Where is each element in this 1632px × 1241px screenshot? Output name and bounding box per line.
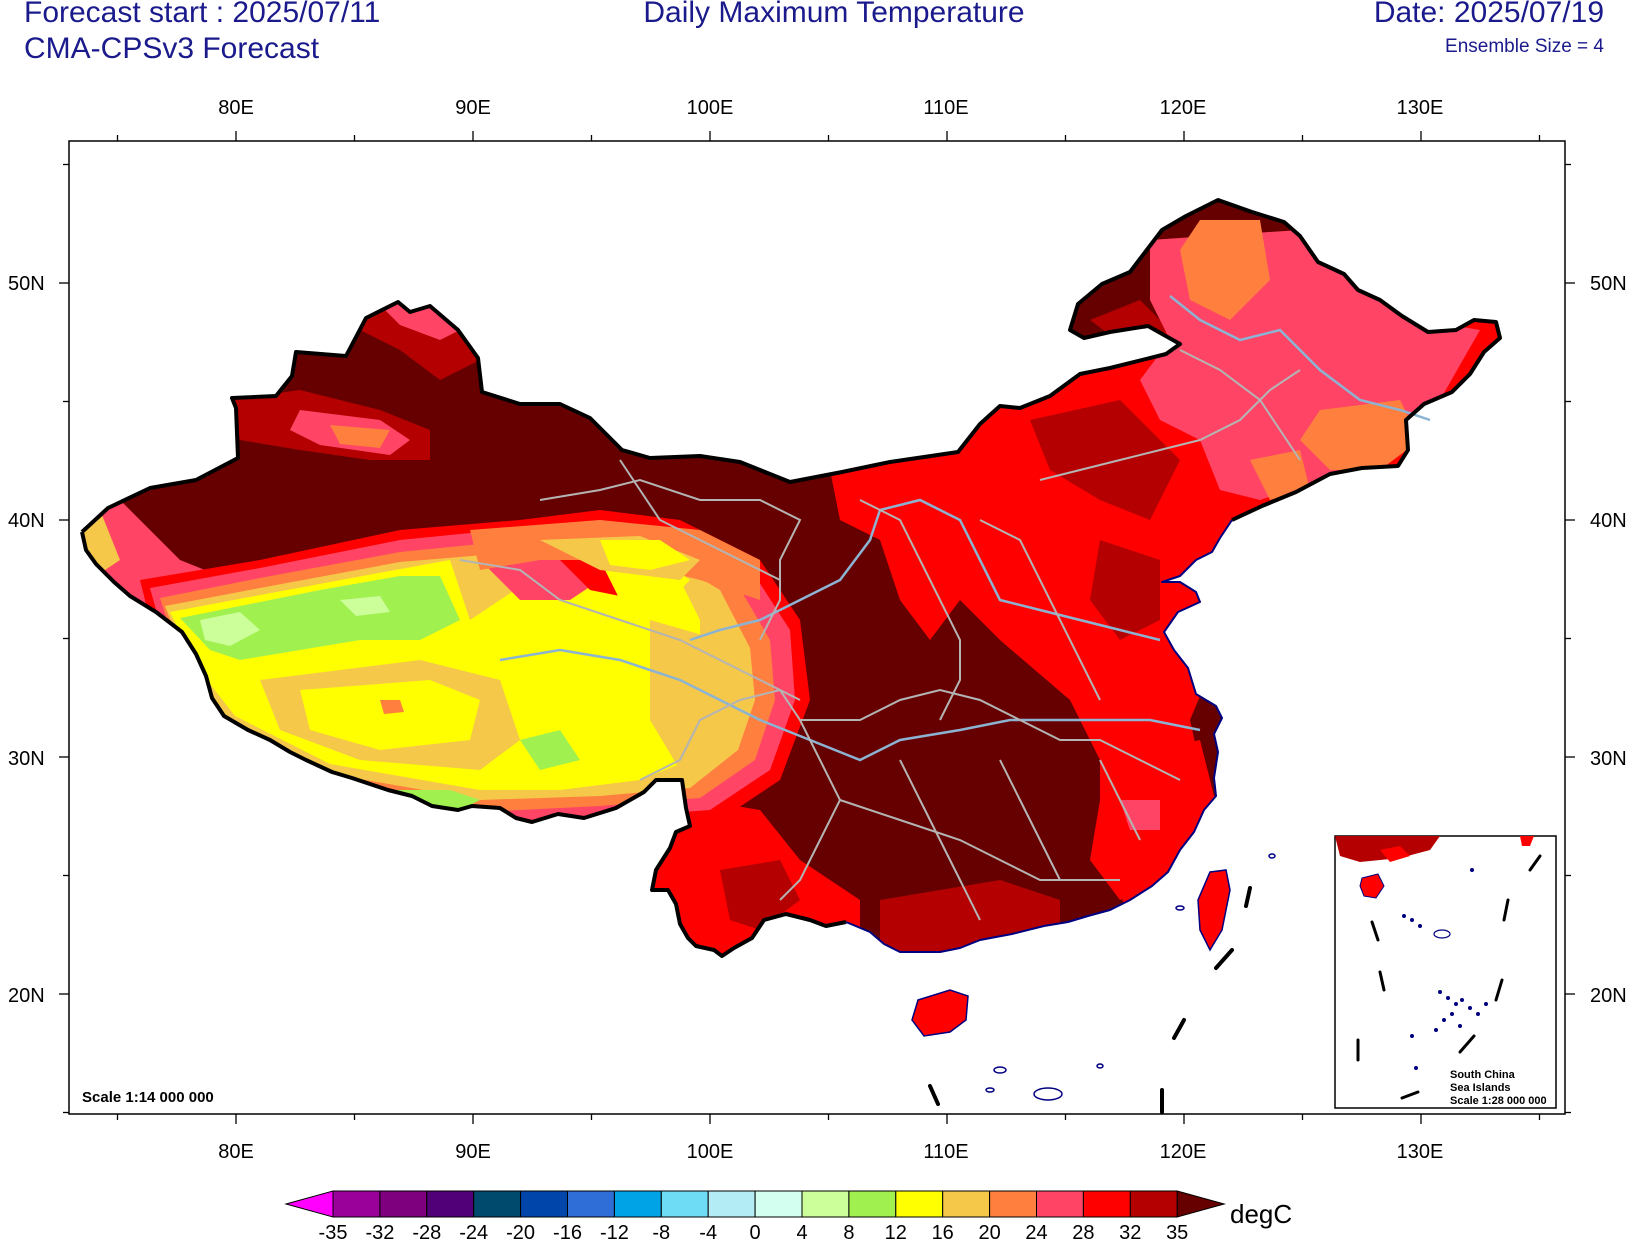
lon-label-top: 110E bbox=[923, 97, 968, 119]
national-border bbox=[80, 198, 1502, 534]
lon-label-top: 90E bbox=[455, 97, 491, 119]
lon-label-top: 120E bbox=[1160, 97, 1207, 119]
colorbar-level-label: -32 bbox=[365, 1222, 394, 1241]
colorbar-level-label: 0 bbox=[750, 1222, 761, 1241]
forecast-start-label: Forecast start : 2025/07/11 bbox=[24, 0, 381, 29]
colorbar-swatch bbox=[1082, 1190, 1131, 1218]
colorbar-level-label: -28 bbox=[412, 1222, 441, 1241]
colorbar-swatch bbox=[1176, 1190, 1227, 1218]
colorbar-swatch bbox=[567, 1190, 615, 1218]
lon-label-top: 100E bbox=[687, 97, 734, 119]
lat-label-right: 20N bbox=[1590, 985, 1627, 1007]
national-border-south bbox=[80, 531, 847, 958]
hainan-island bbox=[911, 989, 969, 1037]
colorbar-level-label: 4 bbox=[796, 1222, 807, 1241]
colorbar-swatch bbox=[520, 1190, 568, 1218]
lat-label-right: 50N bbox=[1590, 273, 1627, 295]
valid-date-label: Date: 2025/07/19 bbox=[1373, 0, 1604, 29]
lon-label-bottom: 90E bbox=[455, 1141, 491, 1163]
colorbar-swatch bbox=[473, 1190, 522, 1218]
colorbar-swatch bbox=[613, 1190, 662, 1218]
inset-label-line1: South China bbox=[1450, 1069, 1516, 1081]
inset-label-line2: Sea Islands bbox=[1450, 1082, 1511, 1094]
lat-label-right: 40N bbox=[1590, 510, 1627, 532]
colorbar-level-label: 24 bbox=[1025, 1222, 1047, 1241]
map-scale-label: Scale 1:14 000 000 bbox=[82, 1089, 214, 1106]
colorbar-swatch bbox=[379, 1190, 428, 1218]
map-axes: 80E 80E 90E 90E 100E 100E 110E 110E 120E 120E 130E… bbox=[8, 97, 1627, 1163]
colorbar-level-label: 16 bbox=[932, 1222, 954, 1241]
colorbar-unit-label: degC bbox=[1230, 1199, 1292, 1229]
lon-label-top: 130E bbox=[1397, 97, 1444, 119]
colorbar-level-label: -8 bbox=[652, 1222, 670, 1241]
lon-label-bottom: 120E bbox=[1160, 1141, 1207, 1163]
colorbar-level-label: 20 bbox=[978, 1222, 1000, 1241]
inset-map: South China Sea Islands Scale 1:28 000 0… bbox=[1334, 835, 1557, 1109]
lat-label-left: 30N bbox=[8, 748, 45, 770]
colorbar-level-label: 12 bbox=[885, 1222, 907, 1241]
colorbar-swatch bbox=[284, 1190, 334, 1218]
lon-label-bottom: 100E bbox=[687, 1141, 734, 1163]
colorbar-level-label: -4 bbox=[699, 1222, 717, 1241]
colorbar-swatch bbox=[1036, 1190, 1084, 1218]
colorbar-level-label: -16 bbox=[553, 1222, 582, 1241]
colorbar-swatch bbox=[848, 1190, 897, 1218]
lon-label-top: 80E bbox=[218, 97, 254, 119]
ensemble-size-label: Ensemble Size = 4 bbox=[1445, 36, 1604, 57]
colorbar-level-label: -12 bbox=[600, 1222, 629, 1241]
map-title: Daily Maximum Temperature bbox=[643, 0, 1025, 29]
colorbar-swatch bbox=[754, 1190, 803, 1218]
colorbar-swatch bbox=[660, 1190, 709, 1218]
model-name-label: CMA-CPSv3 Forecast bbox=[24, 32, 320, 65]
colorbar-level-label: 32 bbox=[1119, 1222, 1141, 1241]
taiwan-island bbox=[1197, 869, 1231, 952]
colorbar-swatch bbox=[707, 1190, 756, 1218]
coastline bbox=[845, 519, 1233, 953]
lon-label-bottom: 130E bbox=[1397, 1141, 1444, 1163]
province-borders bbox=[459, 349, 1301, 921]
inset-scale-label: Scale 1:28 000 000 bbox=[1450, 1095, 1547, 1107]
colorbar: -35 -32 -28 -24 -20 -16 -12 -8 -4 0 4 8 12 16 20 24 28 32… bbox=[284, 1190, 1227, 1241]
maritime-boundary-dashes bbox=[928, 886, 1252, 1114]
lat-label-left: 20N bbox=[8, 985, 45, 1007]
colorbar-level-label: -20 bbox=[506, 1222, 535, 1241]
colorbar-swatch bbox=[332, 1190, 381, 1218]
lon-label-bottom: 80E bbox=[218, 1141, 254, 1163]
colorbar-level-label: 28 bbox=[1072, 1222, 1094, 1241]
colorbar-swatch bbox=[989, 1190, 1037, 1218]
colorbar-level-label: 35 bbox=[1166, 1222, 1188, 1241]
colorbar-level-label: -24 bbox=[459, 1222, 488, 1241]
colorbar-swatch bbox=[426, 1190, 475, 1218]
colorbar-swatch bbox=[801, 1190, 850, 1218]
colorbar-swatch bbox=[895, 1190, 944, 1218]
lat-label-left: 50N bbox=[8, 273, 45, 295]
lon-label-bottom: 110E bbox=[923, 1141, 968, 1163]
lat-label-left: 40N bbox=[8, 510, 45, 532]
colorbar-swatch bbox=[942, 1190, 991, 1218]
colorbar-swatch bbox=[1129, 1190, 1178, 1218]
lat-label-right: 30N bbox=[1590, 748, 1627, 770]
colorbar-level-label: 8 bbox=[843, 1222, 854, 1241]
colorbar-level-label: -35 bbox=[319, 1222, 348, 1241]
small-islands bbox=[985, 853, 1276, 1101]
